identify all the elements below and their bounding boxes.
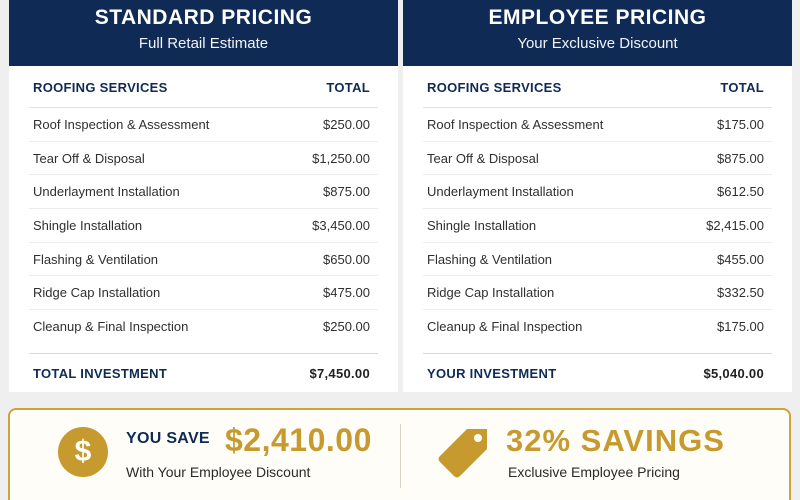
total-label: TOTAL INVESTMENT (33, 365, 168, 381)
service-amount: $875.00 (323, 184, 370, 200)
standard-total-row: TOTAL INVESTMENT $7,450.00 (29, 352, 378, 393)
table-row: Ridge Cap Installation $332.50 (423, 276, 772, 311)
savings-amount: $2,410.00 (225, 422, 372, 458)
table-row: Flashing & Ventilation $455.00 (423, 243, 772, 277)
service-amount: $3,450.00 (312, 217, 370, 233)
standard-pricing-table: ROOFING SERVICES TOTAL Roof Inspection &… (29, 68, 378, 393)
table-row: Tear Off & Disposal $1,250.00 (29, 142, 378, 176)
price-tag-icon (438, 429, 487, 478)
service-label: Flashing & Ventilation (427, 251, 553, 267)
service-label: Shingle Installation (427, 217, 537, 233)
column-header-total: TOTAL (720, 80, 764, 95)
service-amount: $455.00 (717, 251, 764, 267)
table-row: Flashing & Ventilation $650.00 (29, 243, 378, 277)
table-row: Underlayment Installation $875.00 (29, 175, 378, 210)
employee-pricing-subtitle: Your Exclusive Discount (517, 35, 678, 52)
service-label: Tear Off & Disposal (33, 150, 145, 166)
percent-savings-caption: Exclusive Employee Pricing (508, 464, 680, 480)
service-amount: $875.00 (717, 150, 764, 166)
table-row: Underlayment Installation $612.50 (423, 175, 772, 210)
table-row: Shingle Installation $2,415.00 (423, 209, 772, 243)
service-label: Cleanup & Final Inspection (427, 319, 583, 335)
employee-table-header: ROOFING SERVICES TOTAL (423, 68, 772, 108)
savings-caption: With Your Employee Discount (126, 464, 311, 480)
service-amount: $175.00 (717, 116, 764, 132)
employee-pricing-title: EMPLOYEE PRICING (488, 6, 707, 29)
service-amount: $475.00 (323, 285, 370, 301)
service-amount: $650.00 (323, 251, 370, 267)
standard-table-header: ROOFING SERVICES TOTAL (29, 68, 378, 108)
service-label: Roof Inspection & Assessment (33, 116, 210, 132)
percent-savings: 32% SAVINGS (506, 423, 725, 458)
standard-pricing-header: STANDARD PRICING Full Retail Estimate (9, 0, 398, 66)
service-label: Cleanup & Final Inspection (33, 319, 189, 335)
total-label: YOUR INVESTMENT (427, 365, 557, 381)
service-label: Ridge Cap Installation (427, 285, 555, 301)
employee-total-row: YOUR INVESTMENT $5,040.00 (423, 352, 772, 393)
table-row: Roof Inspection & Assessment $250.00 (29, 108, 378, 142)
service-amount: $2,415.00 (706, 217, 764, 233)
total-amount: $5,040.00 (703, 365, 764, 381)
standard-pricing-subtitle: Full Retail Estimate (138, 35, 269, 52)
service-amount: $250.00 (323, 116, 370, 132)
standard-pricing-title: STANDARD PRICING (94, 6, 313, 29)
table-row: Cleanup & Final Inspection $250.00 (29, 310, 378, 344)
savings-banner: $ YOU SAVE $2,410.00 With Your Employee … (8, 408, 791, 500)
table-row: Tear Off & Disposal $875.00 (423, 142, 772, 176)
dollar-icon: $ (58, 427, 108, 477)
divider (400, 424, 401, 488)
table-row: Roof Inspection & Assessment $175.00 (423, 108, 772, 142)
employee-pricing-panel: EMPLOYEE PRICING Your Exclusive Discount… (403, 0, 792, 392)
service-label: Shingle Installation (33, 217, 143, 233)
table-row: Shingle Installation $3,450.00 (29, 209, 378, 243)
table-row: Cleanup & Final Inspection $175.00 (423, 310, 772, 344)
column-header-services: ROOFING SERVICES (33, 80, 168, 95)
service-label: Flashing & Ventilation (33, 251, 159, 267)
service-amount: $612.50 (717, 184, 764, 200)
table-row: Ridge Cap Installation $475.00 (29, 276, 378, 311)
standard-pricing-panel: STANDARD PRICING Full Retail Estimate RO… (9, 0, 398, 392)
service-label: Roof Inspection & Assessment (427, 116, 604, 132)
employee-pricing-table: ROOFING SERVICES TOTAL Roof Inspection &… (423, 68, 772, 393)
column-header-total: TOTAL (326, 80, 370, 95)
column-header-services: ROOFING SERVICES (427, 80, 562, 95)
service-amount: $332.50 (717, 285, 764, 301)
total-amount: $7,450.00 (309, 365, 370, 381)
service-label: Underlayment Installation (33, 184, 180, 200)
service-amount: $1,250.00 (312, 150, 370, 166)
you-save-label: YOU SAVE (126, 430, 210, 447)
service-label: Ridge Cap Installation (33, 285, 161, 301)
service-label: Underlayment Installation (427, 184, 574, 200)
service-amount: $175.00 (717, 319, 764, 335)
service-label: Tear Off & Disposal (427, 150, 539, 166)
employee-pricing-header: EMPLOYEE PRICING Your Exclusive Discount (403, 0, 792, 66)
service-amount: $250.00 (323, 319, 370, 335)
